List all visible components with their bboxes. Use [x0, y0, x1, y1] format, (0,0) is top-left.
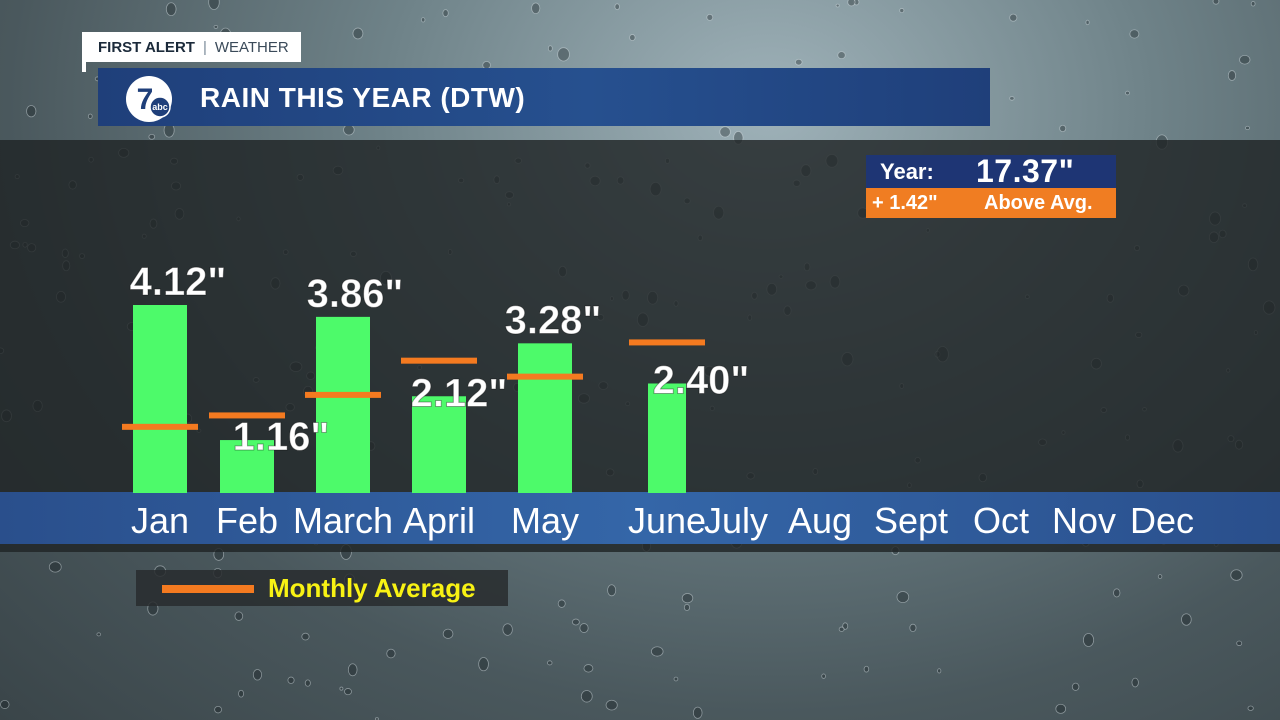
year-total-row: Year: 17.37"	[866, 153, 1116, 189]
channel-7-abc-logo-icon: 7 abc	[126, 76, 172, 122]
legend: Monthly Average	[136, 570, 508, 606]
month-label-july: July	[704, 500, 768, 541]
average-line-jan	[122, 423, 198, 430]
average-line-april	[401, 357, 477, 364]
year-difference-label: Above Avg.	[984, 191, 1093, 214]
bar-march	[316, 316, 370, 493]
brand-separator: |	[202, 38, 207, 56]
logo-number: 7	[137, 83, 154, 116]
brand-tag-stem	[82, 62, 86, 72]
month-label-may: May	[511, 500, 579, 541]
month-label-sept: Sept	[874, 500, 948, 541]
year-difference-row: + 1.42" Above Avg.	[866, 188, 1116, 218]
average-line-june	[629, 339, 705, 346]
year-summary-box: Year: 17.37" + 1.42" Above Avg.	[866, 153, 1116, 218]
first-alert-weather-tag: FIRST ALERT | WEATHER	[82, 32, 301, 62]
weather-label: WEATHER	[214, 38, 289, 56]
month-label-june: June	[628, 500, 706, 541]
month-axis-band	[0, 492, 1280, 544]
month-label-march: March	[293, 500, 393, 541]
month-label-april: April	[403, 500, 475, 541]
bar-jan	[133, 305, 187, 493]
average-line-march	[305, 391, 381, 398]
value-label-jan: 4.12"	[130, 260, 227, 304]
month-label-aug: Aug	[788, 500, 852, 541]
page-title: RAIN THIS YEAR (DTW)	[200, 82, 526, 113]
month-label-jan: Jan	[131, 500, 189, 541]
bar-april	[412, 396, 466, 493]
legend-average-swatch	[162, 585, 254, 593]
average-line-feb	[209, 412, 285, 419]
value-label-april: 2.12"	[411, 371, 508, 415]
year-label: Year:	[880, 158, 934, 184]
value-label-march: 3.86"	[307, 272, 404, 316]
month-label-dec: Dec	[1130, 500, 1194, 541]
month-label-feb: Feb	[216, 500, 278, 541]
logo-network: abc	[152, 102, 168, 112]
title-bar: 7 abc RAIN THIS YEAR (DTW)	[98, 68, 990, 126]
month-label-nov: Nov	[1052, 500, 1116, 541]
value-label-may: 3.28"	[505, 298, 602, 342]
average-line-may	[507, 373, 583, 380]
bar-feb	[220, 440, 274, 493]
month-label-oct: Oct	[973, 500, 1029, 541]
bar-june	[648, 383, 686, 493]
value-label-june: 2.40"	[653, 358, 750, 402]
bar-may	[518, 343, 572, 493]
year-difference-value: + 1.42"	[872, 191, 938, 214]
first-alert-label: FIRST ALERT	[98, 38, 195, 56]
year-total-value: 17.37"	[976, 153, 1075, 189]
legend-label: Monthly Average	[268, 573, 476, 603]
value-label-feb: 1.16"	[233, 415, 330, 459]
